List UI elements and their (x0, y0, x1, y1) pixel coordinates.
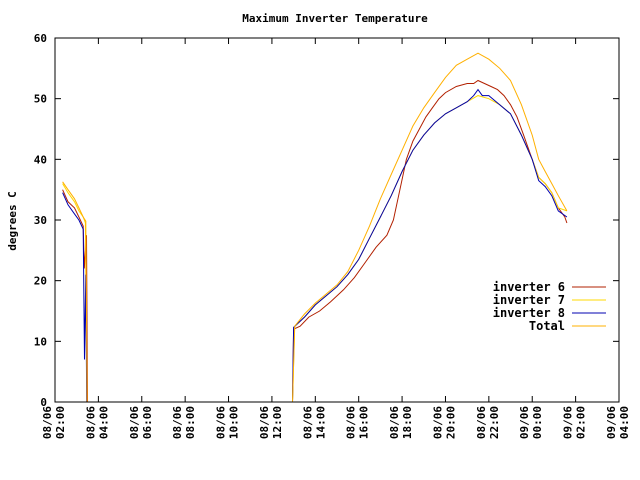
x-tick-date: 08/06 (475, 406, 488, 439)
x-tick-label: 08/06 06:00 (128, 406, 154, 439)
x-tick-time: 04:00 (97, 406, 110, 439)
y-tick-label: 40 (34, 153, 47, 166)
x-tick-label: 09/06 02:00 (562, 406, 588, 439)
legend-label: inverter 7 (493, 293, 565, 307)
x-tick-time: 18:00 (401, 406, 414, 439)
x-tick-date: 08/06 (84, 406, 97, 439)
x-tick-date: 08/06 (345, 406, 358, 439)
x-tick-time: 04:00 (618, 406, 631, 439)
series-line-inverter-8 (292, 88, 568, 403)
series-line-total (62, 181, 88, 403)
x-tick-label: 08/06 12:00 (258, 406, 284, 439)
x-tick-date: 08/06 (431, 406, 444, 439)
x-tick-label: 08/06 08:00 (171, 406, 197, 439)
x-tick-time: 02:00 (54, 406, 67, 439)
x-tick-date: 08/06 (41, 406, 54, 439)
x-tick-label: 08/06 16:00 (345, 406, 371, 439)
x-tick-label: 08/06 20:00 (431, 406, 457, 439)
x-tick-labels: 08/06 02:00 08/06 04:00 08/06 06:00 08/06 08:00… (41, 406, 631, 439)
series-lines (62, 52, 568, 403)
y-tick-label: 20 (34, 275, 47, 288)
x-tick-date: 08/06 (215, 406, 228, 439)
x-tick-time: 00:00 (531, 406, 544, 439)
x-tick-date: 08/06 (301, 406, 314, 439)
series-line-total (292, 52, 568, 403)
series-line-inverter-8 (62, 192, 88, 403)
x-tick-label: 08/06 18:00 (388, 406, 414, 439)
x-tick-label: 08/06 04:00 (84, 406, 110, 439)
x-tick-label: 09/06 00:00 (518, 406, 544, 439)
legend-label: inverter 6 (493, 280, 565, 294)
x-tick-date: 08/06 (388, 406, 401, 439)
x-tick-time: 22:00 (488, 406, 501, 439)
y-tick-labels: 0 10 20 30 40 50 60 (34, 32, 47, 409)
x-tick-label: 08/06 14:00 (301, 406, 327, 439)
x-tick-time: 10:00 (228, 406, 241, 439)
x-tick-label: 08/06 10:00 (215, 406, 241, 439)
x-tick-date: 09/06 (518, 406, 531, 439)
x-tick-time: 20:00 (444, 406, 457, 439)
y-axis-label: degrees C (6, 191, 19, 251)
x-tick-date: 08/06 (128, 406, 141, 439)
x-tick-date: 08/06 (258, 406, 271, 439)
legend-label: inverter 8 (493, 306, 565, 320)
legend-label: Total (529, 319, 565, 333)
x-tick-date: 09/06 (605, 406, 618, 439)
x-tick-time: 02:00 (575, 406, 588, 439)
y-tick-label: 60 (34, 32, 47, 45)
x-tick-date: 08/06 (171, 406, 184, 439)
y-tick-label: 50 (34, 93, 47, 106)
y-tick-label: 0 (40, 396, 47, 409)
y-tick-label: 30 (34, 214, 47, 227)
plot-frame (54, 37, 620, 403)
x-tick-label: 08/06 22:00 (475, 406, 501, 439)
x-tick-date: 09/06 (562, 406, 575, 439)
chart-title: Maximum Inverter Temperature (242, 12, 428, 25)
x-tick-time: 16:00 (358, 406, 371, 439)
x-tick-time: 06:00 (141, 406, 154, 439)
y-tick-label: 10 (34, 335, 47, 348)
x-tick-time: 12:00 (271, 406, 284, 439)
x-tick-time: 14:00 (314, 406, 327, 439)
x-tick-time: 08:00 (184, 406, 197, 439)
x-tick-label: 08/06 02:00 (41, 406, 67, 439)
axis-ticks (54, 37, 620, 403)
x-tick-label: 09/06 04:00 (605, 406, 631, 439)
